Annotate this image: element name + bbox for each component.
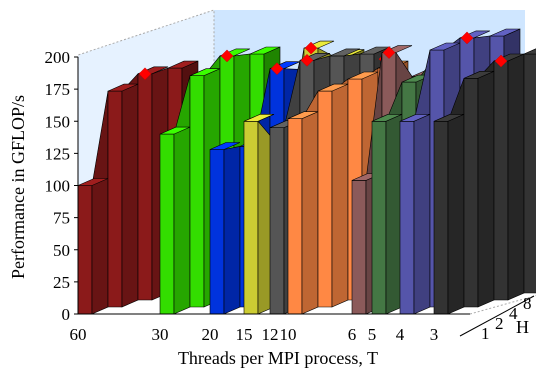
bar-side <box>301 89 319 315</box>
bar-front <box>243 121 259 315</box>
z-tick-label: 8 <box>523 294 532 313</box>
bar-front <box>433 121 449 315</box>
bar-front <box>399 121 415 315</box>
bar-front <box>189 75 205 308</box>
bar-side <box>121 73 139 308</box>
z-axis-title: H <box>516 317 529 337</box>
z-axis-line <box>459 295 535 337</box>
y-tick-label: 75 <box>53 209 70 228</box>
z-tick-label: 2 <box>495 314 504 333</box>
max-marker <box>382 46 396 59</box>
y-tick-label: 100 <box>45 177 71 196</box>
max-marker <box>138 67 152 81</box>
bar-front <box>317 90 333 308</box>
x-tick-label: 30 <box>152 325 169 344</box>
y-tick-label: 175 <box>45 80 71 99</box>
x-tick-label: 20 <box>202 325 219 344</box>
bar-top <box>167 60 199 69</box>
bar-front <box>107 90 123 308</box>
max-marker <box>270 62 284 76</box>
ribbon-T-3 <box>433 48 536 315</box>
x-tick-label: 15 <box>236 325 253 344</box>
max-marker <box>460 31 474 45</box>
max-marker <box>494 54 508 68</box>
bar-front <box>209 149 225 315</box>
x-tick-label: 5 <box>368 325 377 344</box>
y-tick-label: 150 <box>45 112 71 131</box>
x-tick-label: 4 <box>396 325 405 344</box>
x-tick-label: 3 <box>430 325 439 344</box>
bar-side <box>223 146 241 315</box>
max-marker <box>304 41 318 55</box>
bar-front <box>137 73 153 301</box>
bar-top <box>249 46 281 55</box>
bar-top <box>489 28 521 37</box>
bar-front <box>269 127 285 315</box>
bar-front <box>77 185 93 315</box>
chart-ribbons <box>77 28 536 315</box>
y-axis-title: Performance in GFLOP/s <box>8 95 28 279</box>
max-marker <box>300 53 314 67</box>
bar-top <box>329 48 361 57</box>
y-tick-label: 125 <box>45 144 71 163</box>
y-tick-label: 0 <box>62 305 71 324</box>
x-tick-label: 60 <box>70 325 87 344</box>
z-tick-label: 4 <box>509 304 518 323</box>
bar-top <box>359 46 391 55</box>
x-axis-title: Threads per MPI process, T <box>178 348 378 368</box>
x-tick-label: 12 <box>262 325 279 344</box>
z-tick-label: 1 <box>481 324 490 343</box>
y-tick-label: 25 <box>53 273 70 292</box>
bar-front <box>523 53 536 294</box>
x-tick-label: 6 <box>348 325 357 344</box>
bar-front <box>371 121 387 315</box>
bar-side <box>507 53 525 301</box>
x-tick-label: 10 <box>280 325 297 344</box>
y-tick-label: 50 <box>53 241 70 260</box>
bar-front <box>463 78 479 308</box>
bar-front <box>159 133 175 315</box>
bar-top <box>523 48 536 55</box>
bar-front <box>351 180 367 315</box>
bar-side <box>477 60 495 308</box>
bar-front <box>493 60 509 301</box>
y-tick-label: 200 <box>45 48 71 67</box>
bar-front <box>287 118 303 315</box>
bar-top <box>209 142 241 150</box>
bar-side <box>331 78 349 308</box>
bar-top <box>243 114 275 122</box>
max-marker <box>220 49 234 63</box>
